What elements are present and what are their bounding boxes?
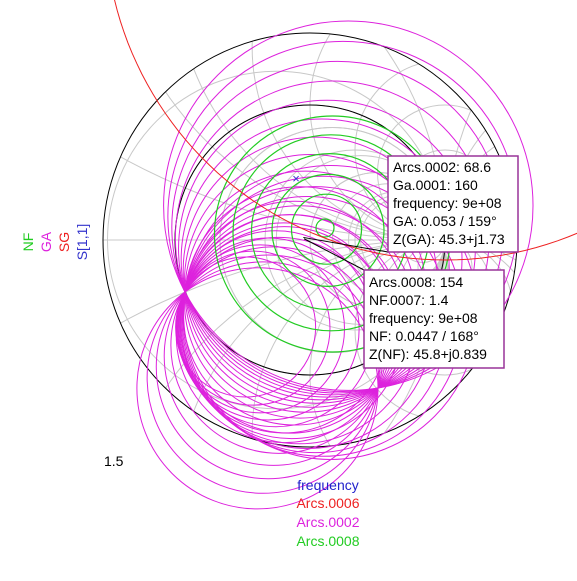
marker-nf-line-4: NF: 0.0447 / 168° xyxy=(369,328,479,344)
left-legend: NF GA SG S[1,1] xyxy=(20,224,90,261)
ga-arc xyxy=(146,261,379,494)
marker-leaders xyxy=(303,236,389,271)
s11-marker: × xyxy=(292,171,300,186)
marker-nf-line-2: NF.0007: 1.4 xyxy=(369,292,449,308)
marker-nf-line-3: frequency: 9e+08 xyxy=(369,310,478,326)
marker-ga-leader xyxy=(303,236,389,253)
legend-arcs-0008: Arcs.0008 xyxy=(296,533,359,549)
legend-sg: SG xyxy=(56,232,72,252)
sg-curve xyxy=(114,0,577,261)
legend-s11: S[1,1] xyxy=(74,224,90,261)
scale-label: 1.5 xyxy=(104,453,124,469)
ga-circle xyxy=(175,244,345,414)
marker-ga-line-2: Ga.0001: 160 xyxy=(393,177,478,193)
legend-frequency: frequency xyxy=(297,477,358,493)
bottom-legend: frequency Arcs.0006 Arcs.0002 Arcs.0008 xyxy=(296,477,359,549)
legend-arcs-0006: Arcs.0006 xyxy=(296,495,359,511)
ga-circle xyxy=(176,237,360,421)
legend-nf: NF xyxy=(20,233,36,252)
nf-circle xyxy=(271,173,385,287)
legend-ga: GA xyxy=(38,231,54,252)
ga-arc xyxy=(136,267,379,510)
marker-ga-line-4: GA: 0.053 / 159° xyxy=(393,213,497,229)
marker-nf-line-5: Z(NF): 45.8+j0.839 xyxy=(369,346,487,362)
nf-circle xyxy=(315,218,335,238)
ga-circle xyxy=(175,250,331,406)
ga-arc xyxy=(163,20,534,391)
marker-nf-line-1: Arcs.0008: 154 xyxy=(369,274,463,290)
marker-box-nf: Arcs.0008: 154 NF.0007: 1.4 frequency: 9… xyxy=(363,269,505,369)
nf-circle xyxy=(290,193,363,265)
marker-box-ga: Arcs.0002: 68.6 Ga.0001: 160 frequency: … xyxy=(387,155,519,253)
marker-ga-line-3: frequency: 9e+08 xyxy=(393,195,502,211)
legend-arcs-0002: Arcs.0002 xyxy=(296,514,359,530)
marker-nf-leader xyxy=(303,238,365,271)
marker-ga-line-5: Z(GA): 45.3+j1.73 xyxy=(393,231,505,247)
marker-ga-line-1: Arcs.0002: 68.6 xyxy=(393,159,491,175)
